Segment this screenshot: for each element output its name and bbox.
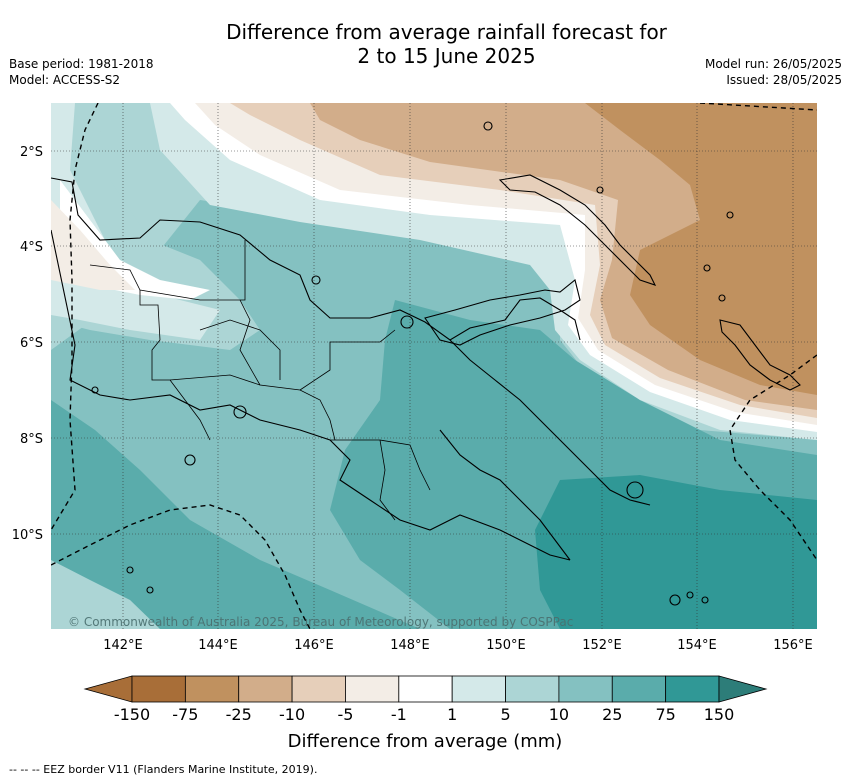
colorbar-tick-label: 10: [549, 705, 569, 724]
colorbar-tick-label: 75: [655, 705, 675, 724]
colorbar-tick-label: 150: [704, 705, 735, 724]
colorbar-tick-label: 5: [500, 705, 510, 724]
colorbar-tick-label: 1: [447, 705, 457, 724]
colorbar-cell: [558, 675, 613, 703]
colorbar-tick-label: -10: [279, 705, 305, 724]
chart-title: Difference from average rainfall forecas…: [0, 20, 850, 68]
lat-label-2s: 2°S: [20, 145, 43, 160]
colorbar-tick-label: -150: [114, 705, 150, 724]
anomaly-band-75-150: [535, 475, 817, 629]
eez-footnote: -- -- -- EEZ border V11 (Flanders Marine…: [9, 763, 318, 776]
issued-date: Issued: 28/05/2025: [726, 73, 842, 87]
colorbar-label: Difference from average (mm): [288, 731, 563, 752]
colorbar: -150 -75 -25 -10 -5 -1 1 5 10 25 75 150 Difference …: [83, 675, 768, 752]
colorbar-cell: [398, 675, 453, 703]
lon-label-154e: 154°E: [677, 638, 717, 653]
anomaly-band-dry-nw: [51, 200, 135, 290]
colorbar-tick-label: 25: [602, 705, 622, 724]
colorbar-cell: [611, 675, 667, 703]
colorbar-cell: [665, 675, 720, 703]
meta-left: Base period: 1981-2018 Model: ACCESS-S2: [9, 56, 154, 88]
colorbar-extend-high: [718, 675, 768, 703]
colorbar-cell: [291, 675, 346, 703]
anomaly-band-dry-25-75: [585, 103, 817, 395]
lon-label-146e: 146°E: [294, 638, 334, 653]
colorbar-cell: [505, 675, 560, 703]
graticule: [51, 103, 817, 629]
lon-label-152e: 152°E: [582, 638, 622, 653]
lat-label-10s: 10°S: [12, 528, 43, 543]
colorbar-cell: [238, 675, 293, 703]
anomaly-band-5-10-sw: [51, 560, 160, 629]
colorbar-tick-label: -25: [226, 705, 252, 724]
model-run-date: Model run: 26/05/2025: [704, 57, 842, 71]
rainfall-anomaly-map: [51, 103, 817, 629]
lon-label-144e: 144°E: [198, 638, 238, 653]
title-line-1: Difference from average rainfall forecas…: [226, 20, 667, 44]
lon-label-150e: 150°E: [486, 638, 526, 653]
colorbar-extend-low: [83, 675, 133, 703]
colorbar-tick-label: -75: [172, 705, 198, 724]
colorbar-cell: [131, 675, 186, 703]
colorbar-tick-label: -5: [337, 705, 353, 724]
lat-label-8s: 8°S: [20, 432, 43, 447]
latitude-labels: 2°S 4°S 6°S 8°S 10°S: [12, 145, 43, 543]
model-name: Model: ACCESS-S2: [9, 73, 121, 87]
base-period: Base period: 1981-2018: [9, 57, 154, 71]
lon-label-156e: 156°E: [773, 638, 813, 653]
lon-label-148e: 148°E: [390, 638, 430, 653]
copyright-notice: © Commonwealth of Australia 2025, Bureau…: [68, 615, 573, 629]
longitude-labels: 142°E 144°E 146°E 148°E 150°E 152°E 154°…: [103, 638, 813, 653]
lat-label-4s: 4°S: [20, 240, 43, 255]
colorbar-cell: [345, 675, 400, 703]
colorbar-cell: [184, 675, 240, 703]
eez-borders: [51, 103, 817, 629]
title-line-2: 2 to 15 June 2025: [357, 44, 536, 68]
colorbar-tick-label: -1: [391, 705, 407, 724]
meta-right: Model run: 26/05/2025 Issued: 28/05/2025: [705, 56, 842, 88]
colorbar-cell: [451, 675, 506, 703]
lon-label-142e: 142°E: [103, 638, 143, 653]
province-borders: [89, 240, 431, 521]
lat-label-6s: 6°S: [20, 336, 43, 351]
